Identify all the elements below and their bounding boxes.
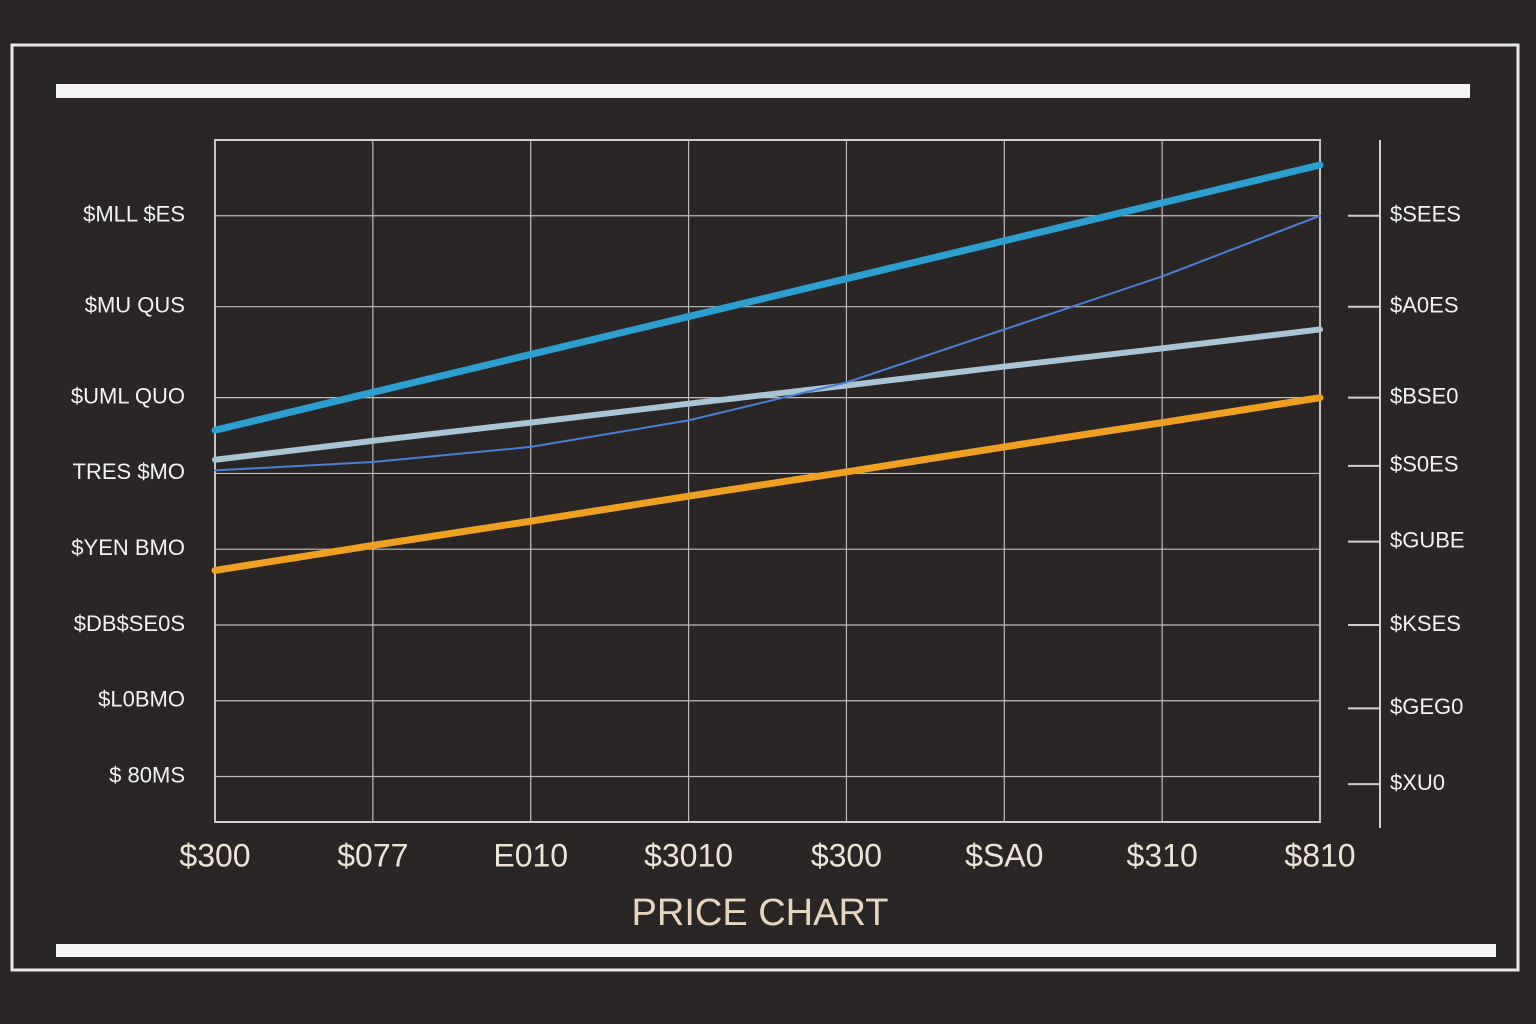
y2-tick-label: $A0ES bbox=[1390, 293, 1459, 318]
top-bar bbox=[56, 84, 1470, 98]
series-line bbox=[211, 394, 1324, 574]
y-tick-label: $L0BMO bbox=[98, 687, 185, 712]
y-tick-label: $ 80MS bbox=[109, 762, 185, 787]
y2-tick-label: $GEG0 bbox=[1390, 694, 1463, 719]
y-tick-label: $MU QUS bbox=[85, 293, 185, 318]
y2-tick-label: $S0ES bbox=[1390, 452, 1459, 477]
x-tick-label: $810 bbox=[1284, 837, 1355, 873]
y2-tick-label: $GUBE bbox=[1390, 527, 1465, 552]
y2-tick-label: $SEES bbox=[1390, 202, 1461, 227]
bottom-bar bbox=[56, 944, 1496, 957]
y-tick-label: $DB$SE0S bbox=[74, 611, 185, 636]
x-tick-label: $300 bbox=[811, 837, 882, 873]
y-tick-label: $YEN BMO bbox=[71, 535, 185, 560]
series-line bbox=[212, 326, 1323, 463]
y-tick-label: TRES $MO bbox=[73, 459, 185, 484]
y2-tick-label: $BSE0 bbox=[1390, 383, 1459, 408]
chart-title: PRICE CHART bbox=[632, 892, 889, 934]
y-tick-label: $UML QUO bbox=[71, 383, 185, 408]
series-line bbox=[214, 214, 1321, 472]
y-tick-label: $MLL $ES bbox=[83, 202, 185, 227]
y2-tick-label: $XU0 bbox=[1390, 770, 1445, 795]
frame bbox=[10, 43, 1520, 972]
y2-tick-label: $KSES bbox=[1390, 611, 1461, 636]
x-tick-label: $310 bbox=[1127, 837, 1198, 873]
x-tick-label: $077 bbox=[337, 837, 408, 873]
x-tick-label: $3010 bbox=[644, 837, 733, 873]
series-line bbox=[211, 161, 1324, 434]
x-tick-label: $300 bbox=[179, 837, 250, 873]
x-tick-label: $SA0 bbox=[965, 837, 1043, 873]
x-tick-label: E010 bbox=[493, 837, 568, 873]
